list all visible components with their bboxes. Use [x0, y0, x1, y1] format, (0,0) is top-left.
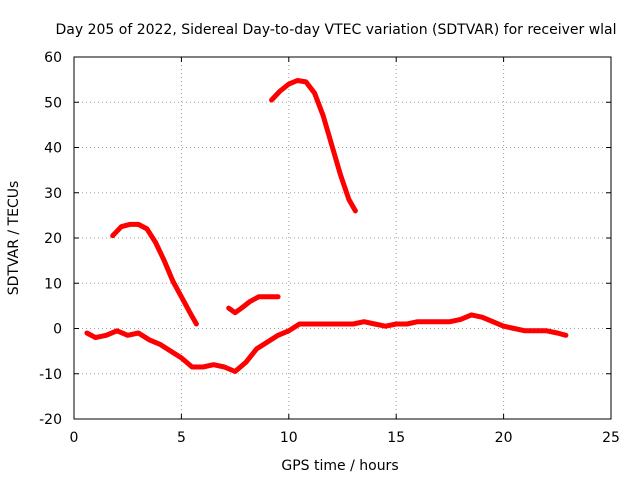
grid-lines [74, 57, 611, 419]
series-line-arc-3 [226, 294, 281, 316]
y-tick-label: 60 [44, 50, 62, 66]
x-tick-label: 5 [177, 430, 186, 446]
x-tick-label: 15 [387, 430, 405, 446]
x-tick-label: 25 [602, 430, 620, 446]
y-tick-label: 30 [44, 186, 62, 202]
chart-title: Day 205 of 2022, Sidereal Day-to-day VTE… [55, 22, 616, 38]
y-tick-label: 10 [44, 276, 62, 292]
series-line-arc-2 [110, 221, 199, 327]
x-tick-label: 0 [70, 430, 79, 446]
y-tick-label: 40 [44, 141, 62, 157]
series-line-arc-4 [269, 78, 358, 214]
data-series [84, 78, 569, 374]
y-tick-label: -10 [39, 367, 62, 383]
series-line-arc-1 [84, 312, 569, 374]
x-tick-label: 20 [495, 430, 513, 446]
x-axis-label: GPS time / hours [281, 458, 398, 474]
y-tick-label: 20 [44, 231, 62, 247]
y-axis-label: SDTVAR / TECUs [6, 181, 22, 296]
y-tick-label: 50 [44, 95, 62, 111]
y-tick-label: 0 [53, 322, 62, 338]
axis-ticks: 0 5 10 15 20 25 -20 -10 0 10 20 30 40 50 60 [39, 50, 620, 446]
y-tick-label: -20 [39, 412, 62, 428]
plot-frame [73, 56, 612, 420]
x-tick-label: 10 [280, 430, 298, 446]
